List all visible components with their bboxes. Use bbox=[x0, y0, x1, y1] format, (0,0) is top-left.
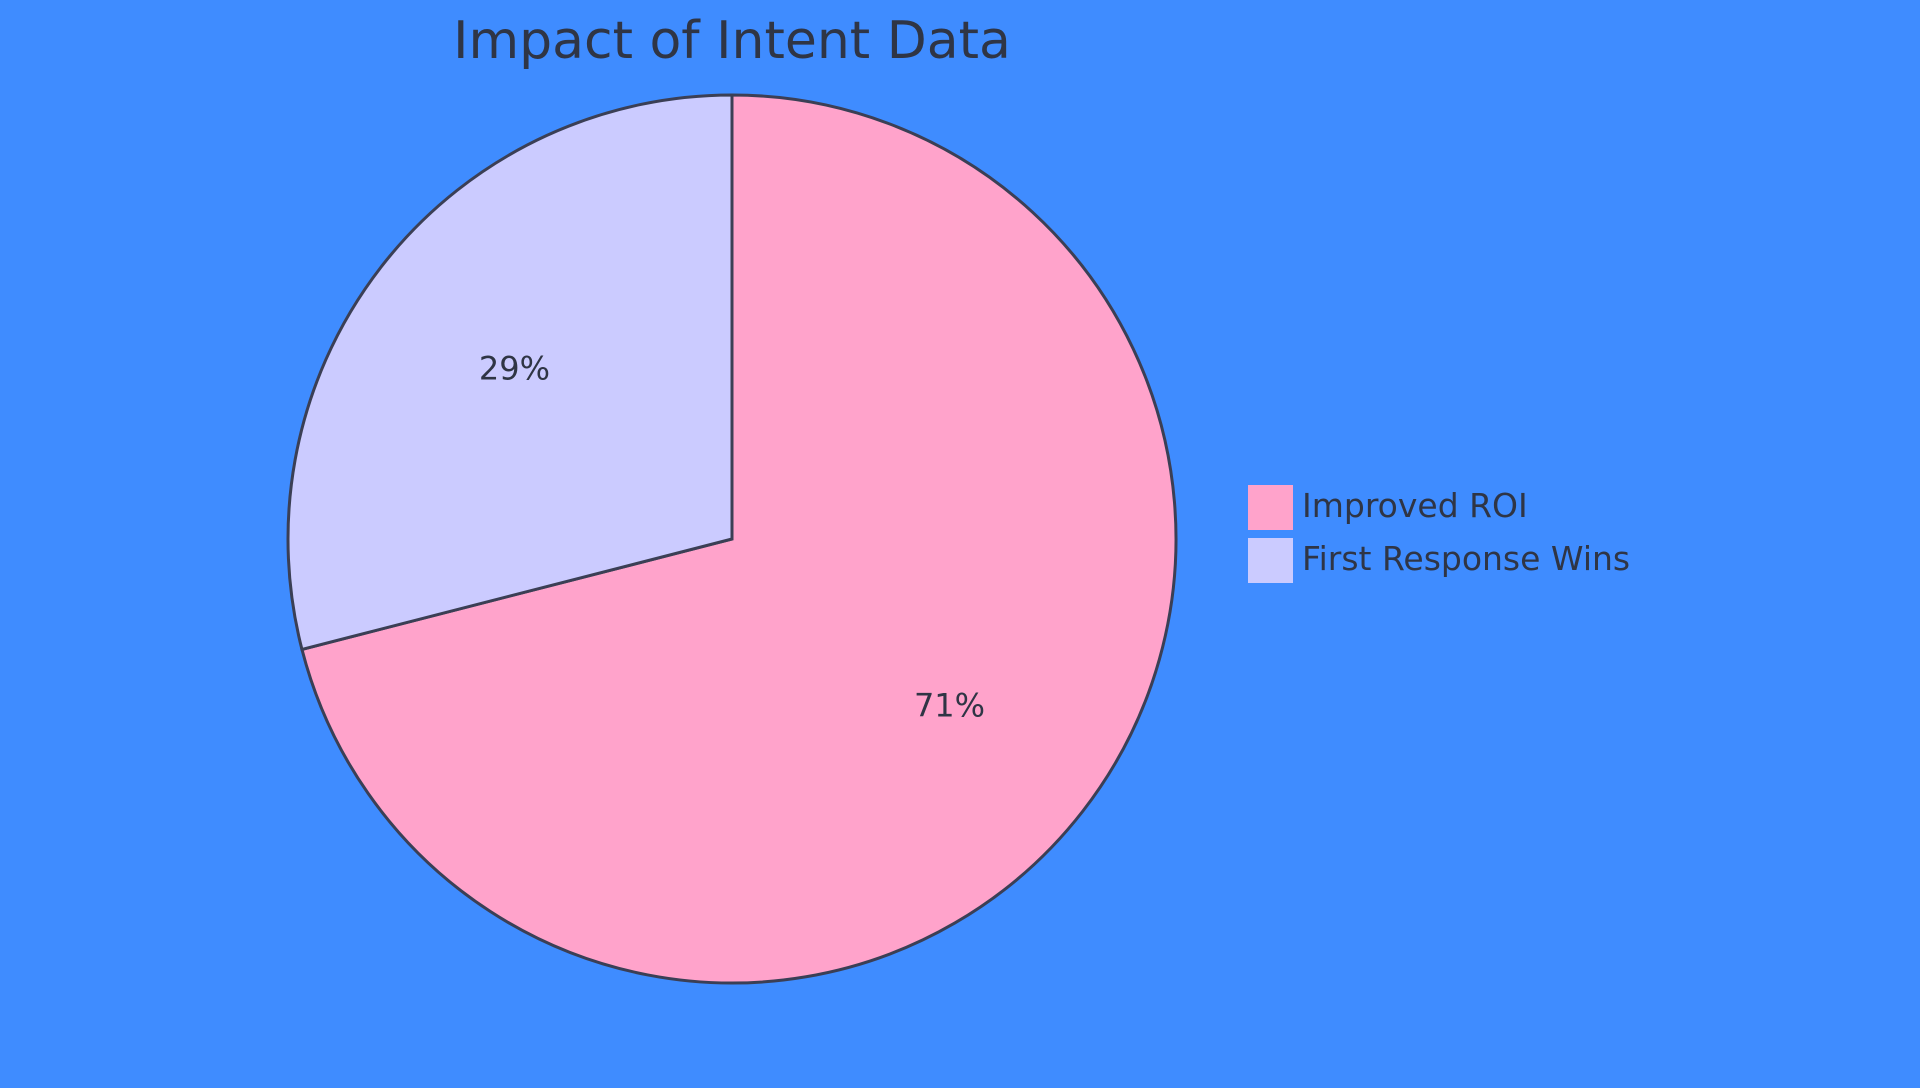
slice-percent-label: 71% bbox=[914, 687, 985, 725]
legend-swatch bbox=[1248, 485, 1293, 530]
legend-label: Improved ROI bbox=[1302, 486, 1528, 525]
pie-slice-first-response-wins bbox=[286, 93, 734, 652]
legend-label: First Response Wins bbox=[1302, 539, 1630, 578]
pie-slice-labels: 71% 29% bbox=[479, 349, 985, 724]
legend: Improved ROI First Response Wins bbox=[1248, 485, 1630, 583]
chart-title: Impact of Intent Data bbox=[453, 11, 1011, 71]
slice-percent-label: 29% bbox=[479, 349, 550, 387]
legend-swatch bbox=[1248, 538, 1293, 583]
pie-slices bbox=[286, 93, 1178, 985]
pie-slice-improved-roi bbox=[300, 93, 1178, 985]
